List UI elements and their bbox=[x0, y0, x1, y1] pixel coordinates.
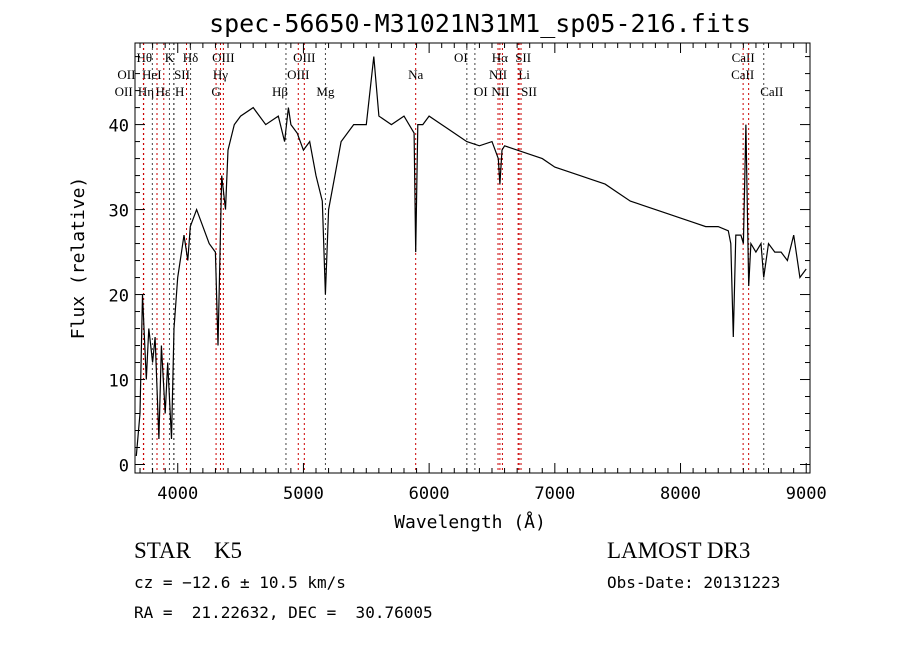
spectral-line-label: OIII bbox=[287, 67, 309, 82]
x-tick-label: 4000 bbox=[157, 484, 198, 504]
x-tick-label: 5000 bbox=[283, 484, 324, 504]
spectral-line-label: HeI bbox=[142, 67, 162, 82]
spectral-line-label: NII bbox=[491, 84, 509, 99]
spectral-line-label: SII bbox=[174, 67, 190, 82]
spectral-line-label: H bbox=[175, 84, 184, 99]
x-tick-label: 8000 bbox=[660, 484, 701, 504]
coords-text: RA = 21.22632, DEC = 30.76005 bbox=[134, 603, 433, 622]
spectral-line-label: OII bbox=[117, 67, 135, 82]
spectral-line-label: SII bbox=[515, 50, 531, 65]
spectral-line-label: Hε bbox=[156, 84, 171, 99]
spectral-lines: Hθ K Hδ OIII OIII OI Hα SII CaII OII HeI SII Hγ OIII N… bbox=[115, 43, 783, 473]
spectral-line-label: Hδ bbox=[183, 50, 199, 65]
spectrum-line bbox=[135, 56, 807, 457]
spectral-line-label: Hα bbox=[492, 50, 508, 65]
survey-name: LAMOST DR3 bbox=[607, 538, 751, 563]
plot-frame bbox=[134, 42, 811, 474]
y-tick-label: 20 bbox=[109, 287, 129, 307]
x-tick-label: 6000 bbox=[409, 484, 450, 504]
spectral-line-label: K bbox=[165, 50, 175, 65]
spectral-line-label: OI bbox=[454, 50, 468, 65]
spectral-line-label: Na bbox=[408, 67, 423, 82]
spectral-line-label: Hθ bbox=[137, 50, 153, 65]
spectral-line-label: CaII bbox=[731, 67, 754, 82]
obs-date-text: Obs-Date: 20131223 bbox=[607, 573, 781, 592]
x-tick-label: 9000 bbox=[786, 484, 827, 504]
chart-title: spec-56650-M31021N31M1_sp05-216.fits bbox=[209, 9, 751, 38]
spectral-line-label: OI bbox=[474, 84, 488, 99]
y-tick-label: 10 bbox=[109, 372, 129, 392]
spectral-line-label: OII bbox=[115, 84, 133, 99]
redshift-text: cz = −12.6 ± 10.5 km/s bbox=[134, 573, 346, 592]
spectral-line-label: Hγ bbox=[213, 67, 228, 82]
spectral-line-label: SII bbox=[521, 84, 537, 99]
y-tick-label: 0 bbox=[119, 457, 129, 477]
x-axis-label: Wavelength (Å) bbox=[394, 511, 546, 533]
y-tick-label: 40 bbox=[109, 117, 129, 137]
spectral-line-label: OIII bbox=[293, 50, 315, 65]
spectral-line-label: G bbox=[211, 84, 220, 99]
object-class: STAR K5 bbox=[134, 538, 243, 563]
y-axis-label: Flux (relative) bbox=[68, 177, 89, 340]
spectral-line-label: NII bbox=[489, 67, 507, 82]
spectrum-plot bbox=[135, 56, 807, 457]
spectral-line-label: OIII bbox=[212, 50, 234, 65]
spectral-line-label: Li bbox=[518, 67, 530, 82]
axes: 4000 5000 6000 7000 8000 9000 0 10 20 30 40 bbox=[109, 42, 827, 504]
spectral-line-label: Hη bbox=[138, 84, 154, 99]
x-tick-label: 7000 bbox=[534, 484, 575, 504]
spectral-line-label: Mg bbox=[316, 84, 335, 99]
spectral-line-label: CaII bbox=[732, 50, 755, 65]
spectral-line-label: CaII bbox=[760, 84, 783, 99]
y-tick-label: 30 bbox=[109, 202, 129, 222]
spectral-line-label: Hβ bbox=[272, 84, 288, 99]
